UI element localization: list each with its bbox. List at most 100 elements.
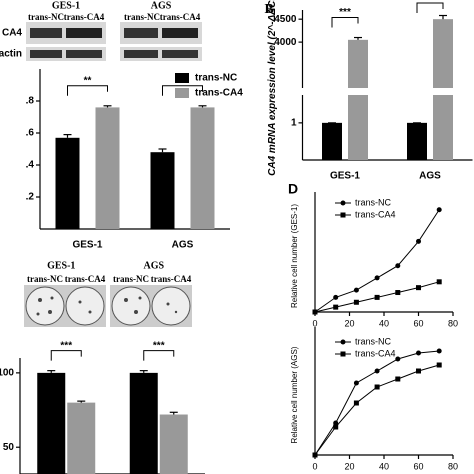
x-tick-label: 20: [344, 461, 354, 471]
y-tick-label: .4: [26, 160, 35, 171]
y-tick-label: 50: [3, 442, 15, 453]
y-tick-label: 100: [0, 368, 14, 379]
bar: [37, 372, 66, 474]
legend-label: trans-CA4: [195, 88, 243, 99]
y-tick-label: 4000: [274, 37, 297, 48]
category-label: GES-1: [72, 240, 102, 251]
bar: [407, 122, 427, 160]
legend-label: trans-CA4: [355, 209, 396, 219]
marker: [374, 294, 380, 300]
blot-lane-label: trans-CA4: [160, 12, 201, 22]
marker: [416, 285, 421, 291]
legend-swatch: [175, 73, 189, 83]
bar: [55, 137, 80, 229]
blot-lane-label: trans-NC: [113, 274, 149, 284]
colony-image: [24, 285, 192, 327]
blot-row-label: CA4: [2, 28, 22, 39]
marker: [395, 263, 401, 269]
marker: [353, 400, 359, 406]
legend-label: trans-NC: [355, 197, 392, 207]
legend-label: trans-CA4: [355, 348, 396, 358]
marker: [374, 384, 380, 390]
legend-marker: [340, 339, 346, 345]
blot-lane-label: trans-NC: [28, 12, 64, 22]
legend-label: trans-NC: [195, 73, 237, 84]
bar: [95, 107, 120, 229]
marker: [333, 420, 339, 426]
x-tick-label: 0: [312, 461, 317, 471]
marker: [374, 275, 380, 281]
category-label: GES-1: [47, 260, 75, 271]
blot-group-label: GES-1: [52, 0, 80, 11]
marker: [353, 287, 359, 293]
blot-lane-label: trans-NC: [124, 12, 160, 22]
marker: [416, 238, 421, 244]
significance-bracket: [143, 350, 175, 361]
series-line: [314, 350, 440, 456]
marker: [436, 362, 442, 368]
category-label: AGS: [143, 260, 164, 271]
x-tick-label: 80: [448, 318, 458, 328]
x-tick-label: 40: [379, 461, 389, 471]
y-axis-label: Relative cell number (AGS): [290, 346, 299, 443]
significance-bracket: [162, 85, 203, 96]
y-tick-label: .8: [26, 96, 35, 107]
marker: [333, 304, 339, 310]
x-tick-label: 60: [413, 461, 423, 471]
y-tick-label: 4500: [274, 14, 297, 25]
marker: [436, 207, 442, 213]
y-tick-label: .2: [26, 192, 35, 203]
x-tick-label: 20: [344, 318, 354, 328]
category-label: AGS: [419, 171, 441, 182]
marker: [436, 348, 442, 354]
bar: [67, 402, 96, 474]
bar: [190, 107, 215, 229]
legend-swatch: [175, 88, 189, 98]
marker: [353, 380, 359, 386]
y-tick-label: .6: [26, 128, 35, 139]
x-tick-label: 40: [379, 318, 389, 328]
category-label: AGS: [172, 240, 194, 251]
marker: [353, 299, 359, 305]
significance-bracket: [67, 85, 108, 96]
significance-bracket: [416, 2, 444, 13]
bar: [150, 152, 175, 229]
bar: [433, 19, 453, 89]
significance-label: ***: [153, 340, 165, 351]
panel-label: D: [288, 181, 298, 197]
series-line: [314, 364, 440, 456]
bar: [433, 95, 453, 160]
significance-label: ***: [424, 0, 436, 4]
blot-group-label: AGS: [151, 0, 172, 11]
blot-lane-label: trans-CA4: [65, 274, 106, 284]
blot-lane-label: trans-CA4: [64, 12, 105, 22]
significance-label: **: [84, 75, 92, 86]
legend-marker: [340, 200, 346, 206]
marker: [312, 309, 318, 315]
marker: [395, 290, 401, 296]
bar: [348, 39, 368, 88]
blot-lane-label: trans-NC: [27, 274, 63, 284]
bar: [348, 95, 368, 160]
x-tick-label: 60: [413, 318, 423, 328]
y-axis-label: CA4 mRNA expression level (2^-ΔΔCt): [267, 0, 278, 176]
y-axis-label: Relative cell number (GES-1): [290, 204, 299, 308]
bar: [129, 372, 158, 474]
marker: [395, 376, 401, 382]
marker: [312, 452, 318, 458]
legend-marker: [340, 351, 346, 357]
y-tick-label: 1: [291, 117, 297, 128]
blot-lane-label: trans-CA4: [151, 274, 192, 284]
significance-label: ***: [339, 7, 351, 18]
marker: [416, 368, 421, 374]
bar: [159, 414, 188, 474]
x-tick-label: 80: [448, 461, 458, 471]
legend-marker: [340, 212, 346, 218]
marker: [436, 279, 442, 285]
marker: [333, 294, 339, 300]
marker: [374, 368, 380, 374]
blot-row-label: β-actin: [0, 49, 22, 60]
legend-label: trans-NC: [355, 336, 392, 346]
marker: [333, 424, 339, 430]
